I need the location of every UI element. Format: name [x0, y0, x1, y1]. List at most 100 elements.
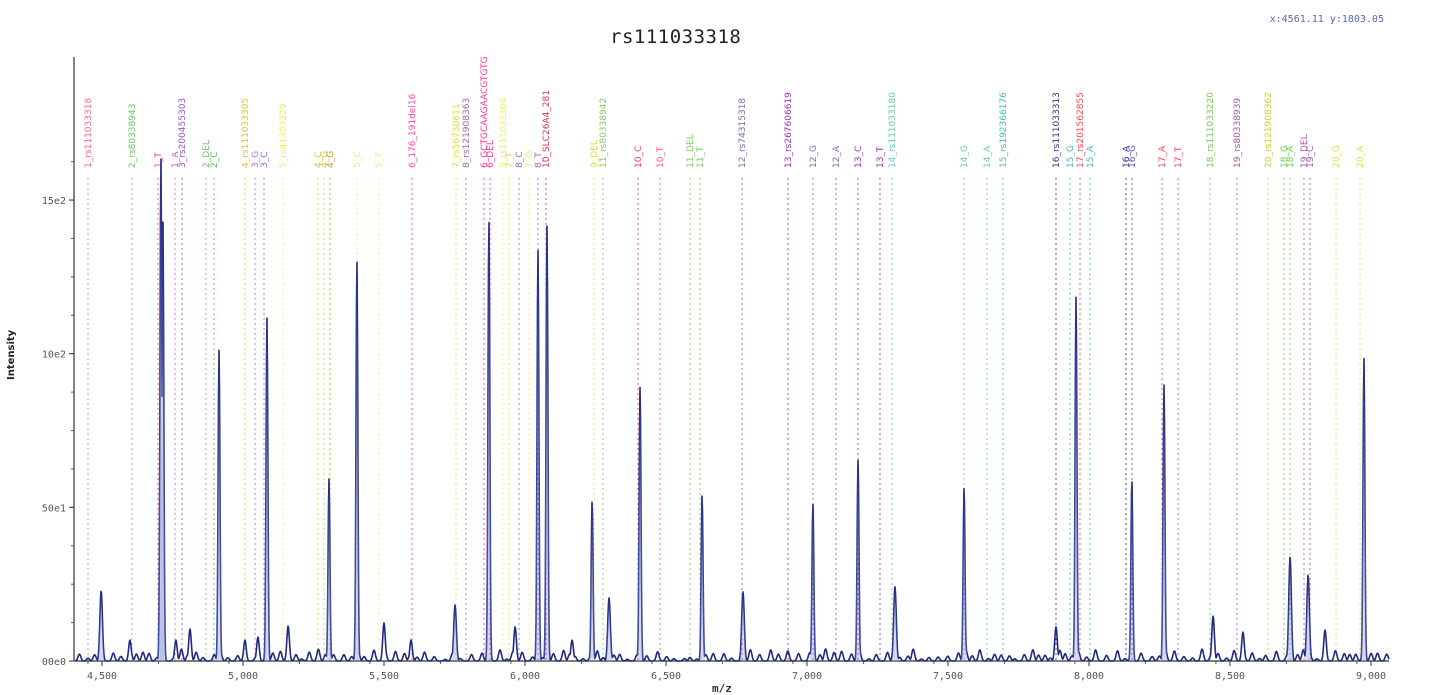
x-tick-label: 5,500	[369, 671, 399, 682]
snp-marker: 13_T	[876, 146, 886, 661]
snp-marker: 10_C	[634, 146, 644, 661]
snp-marker: 5_rs41303329	[279, 103, 289, 661]
snp-marker: 7_rs56730611	[452, 104, 462, 661]
y-tick-label: 15e2	[42, 196, 66, 207]
snp-marker: 19_C	[1306, 146, 1316, 661]
snp-marker-label: 1_T	[154, 152, 164, 168]
snp-marker-label: 7_rs56730611	[452, 104, 462, 168]
snp-marker-label: 20_G	[1332, 145, 1342, 168]
snp-marker-label: 15_rs192366176	[999, 92, 1009, 168]
snp-marker-label: 17_T	[1174, 146, 1184, 168]
snp-marker: 20_A	[1356, 145, 1366, 661]
snp-marker-label: 4_G	[326, 151, 336, 168]
snp-marker: 12_A	[832, 145, 842, 661]
snp-marker-label: 3_C	[260, 151, 270, 168]
snp-marker-label: 8_T	[534, 152, 544, 168]
snp-marker: 6_176_191del16	[408, 93, 418, 661]
snp-marker-label: 11_T	[696, 146, 706, 168]
snp-marker-label: 2_DEL	[202, 140, 212, 168]
snp-marker: 18_A	[1286, 145, 1296, 661]
snp-marker: 16_rs111033313	[1052, 92, 1062, 661]
snp-marker-label: 4_G	[320, 151, 330, 168]
snp-marker-label: 11_rs80338942	[599, 98, 609, 168]
snp-marker-label: 19_DEL	[1300, 134, 1310, 168]
snp-marker: 13_C	[854, 146, 864, 661]
snp-marker: 11_rs80338942	[599, 98, 609, 661]
snp-marker-label: 7_G	[525, 151, 535, 168]
x-tick-label: 6,500	[651, 671, 681, 682]
snp-marker: 9_rs111033304	[499, 98, 509, 661]
cursor-coordinates-readout: x:4561.11 y:1803.05	[1269, 14, 1384, 25]
x-axis-label: m/z	[712, 682, 732, 695]
snp-marker-label: 17_A	[1158, 145, 1168, 168]
snp-marker-label: 5_T	[375, 152, 385, 168]
snp-marker-label: 18_G	[1280, 145, 1290, 168]
snp-marker: 15_rs192366176	[999, 92, 1009, 661]
snp-marker-label: 14_G	[960, 145, 970, 168]
snp-marker: 3_G	[251, 151, 261, 661]
snp-marker: 14_G	[960, 145, 970, 661]
snp-marker: 8_rs121908363	[462, 98, 472, 661]
snp-marker-label: 5_rs41303329	[279, 103, 289, 168]
snp-marker: 12_G	[809, 145, 819, 661]
snp-marker-label: 10_C	[634, 146, 644, 168]
snp-marker-label: 5_C	[353, 151, 363, 168]
snp-marker-label: 9_DEL	[590, 140, 600, 168]
snp-marker: 4_G	[320, 151, 330, 661]
snp-marker: 5_T	[375, 152, 385, 661]
snp-marker: 4_rs111033305	[241, 98, 251, 661]
snp-marker-label: 16_rs111033313	[1052, 92, 1062, 168]
snp-marker-label: 12_A	[832, 145, 842, 168]
snp-marker: 4_C	[314, 151, 324, 661]
snp-marker-label: 9_rs111033304	[499, 98, 509, 168]
snp-marker-label: 18_A	[1286, 145, 1296, 168]
snp-marker: 19_rs80338939	[1233, 98, 1243, 661]
snp-marker: 7_G	[525, 151, 535, 661]
snp-marker: 17_T	[1174, 146, 1184, 661]
snp-marker-label: 18_rs111033220	[1206, 92, 1216, 168]
snp-marker: 20_rs121908362	[1264, 92, 1274, 661]
chart-title: rs111033318	[610, 26, 742, 48]
snp-marker: 16_A	[1122, 145, 1132, 661]
snp-marker-label: 19_rs80338939	[1233, 98, 1243, 168]
x-tick-label: 7,000	[792, 671, 822, 682]
snp-marker-label: 19_C	[1306, 146, 1316, 168]
snp-marker: 1_T	[154, 152, 164, 661]
snp-marker: 14_rs111033180	[888, 92, 898, 661]
snp-marker: 10_T	[656, 146, 666, 661]
x-tick-label: 8,500	[1215, 671, 1245, 682]
snp-marker: 3_rs200455303	[178, 98, 188, 661]
snp-marker: 11_DEL	[686, 134, 696, 661]
snp-marker-lines: 1_rs111033318 2_rs80338943 1_T 1_A3_rs20045…	[84, 56, 1366, 661]
snp-marker-label: 20_A	[1356, 145, 1366, 168]
snp-marker: 17_rs201562855	[1076, 92, 1086, 661]
snp-marker: 13_rs267606619	[784, 92, 794, 661]
snp-marker-label: 2_C	[210, 151, 220, 168]
snp-marker: 11_T	[696, 146, 706, 661]
y-tick-label: 00e0	[42, 657, 66, 668]
snp-marker-label: 8_C	[515, 151, 525, 168]
snp-marker: 6_GCTGCAAGAACGTGTG	[480, 56, 490, 661]
snp-marker-label: 12_G	[809, 145, 819, 168]
snp-marker: 18_G	[1280, 145, 1290, 661]
snp-marker: 9_DEL	[590, 140, 600, 661]
snp-marker-label: 6_176_191del16	[408, 93, 418, 168]
snp-marker-label: 15_G	[1066, 145, 1076, 168]
y-tick-label: 50e1	[42, 503, 66, 514]
snp-marker-label: 13_rs267606619	[784, 92, 794, 168]
x-tick-label: 4,500	[87, 671, 117, 682]
snp-marker-label: 7_T	[505, 152, 515, 168]
snp-marker: 3_C	[260, 151, 270, 661]
snp-marker-label: 3_rs200455303	[178, 98, 188, 168]
snp-marker-label: 6_DEL	[486, 140, 496, 168]
snp-marker: 8_C	[515, 151, 525, 661]
snp-marker: 18_rs111033220	[1206, 92, 1216, 661]
snp-marker: 5_C	[353, 151, 363, 661]
snp-marker-label: 1_A	[171, 151, 181, 168]
snp-marker-label: 8_rs121908363	[462, 98, 472, 168]
snp-marker-label: 3_G	[251, 151, 261, 168]
snp-marker: 19_DEL	[1300, 134, 1310, 661]
snp-marker-label: 14_rs111033180	[888, 92, 898, 168]
snp-marker-label: 20_rs121908362	[1264, 92, 1274, 168]
